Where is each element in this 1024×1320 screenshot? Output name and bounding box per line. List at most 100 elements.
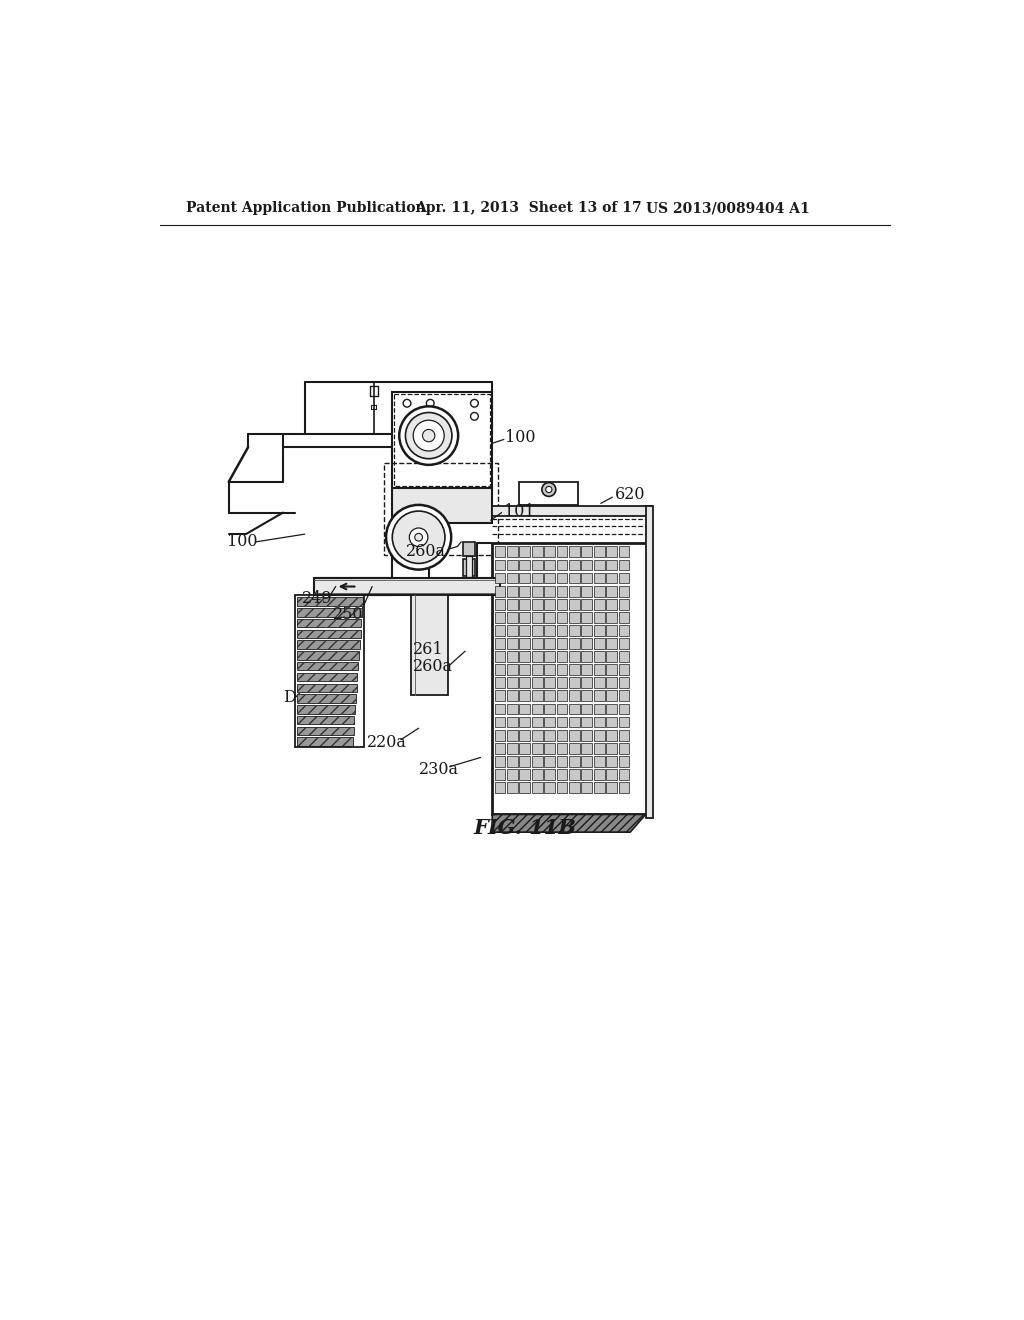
Circle shape bbox=[386, 504, 452, 570]
Bar bbox=[507, 664, 518, 675]
Bar bbox=[569, 626, 580, 636]
Bar bbox=[519, 677, 530, 688]
Bar bbox=[569, 651, 580, 663]
Bar bbox=[531, 599, 543, 610]
Bar bbox=[531, 586, 543, 597]
Bar bbox=[519, 626, 530, 636]
Bar bbox=[544, 781, 555, 793]
Bar bbox=[297, 673, 357, 681]
Text: US 2013/0089404 A1: US 2013/0089404 A1 bbox=[646, 202, 809, 215]
Bar bbox=[582, 704, 592, 714]
Bar bbox=[507, 626, 518, 636]
Bar bbox=[606, 546, 617, 557]
Circle shape bbox=[542, 483, 556, 496]
Bar bbox=[582, 586, 592, 597]
Bar bbox=[544, 690, 555, 701]
Bar bbox=[618, 599, 630, 610]
Bar bbox=[495, 781, 506, 793]
Bar bbox=[582, 756, 592, 767]
Bar bbox=[606, 651, 617, 663]
Bar bbox=[582, 626, 592, 636]
Text: 220a: 220a bbox=[367, 734, 407, 751]
Bar bbox=[507, 573, 518, 583]
Bar bbox=[531, 573, 543, 583]
Bar bbox=[569, 770, 580, 780]
Circle shape bbox=[414, 420, 444, 451]
Bar bbox=[297, 619, 361, 627]
Bar bbox=[297, 694, 356, 702]
Bar bbox=[495, 599, 506, 610]
Bar bbox=[569, 560, 580, 570]
Bar bbox=[544, 743, 555, 754]
Bar bbox=[606, 770, 617, 780]
Bar bbox=[519, 573, 530, 583]
Bar bbox=[297, 597, 362, 606]
Bar bbox=[618, 638, 630, 649]
Bar bbox=[582, 743, 592, 754]
Text: 250: 250 bbox=[334, 606, 364, 623]
Text: FIG. 11B: FIG. 11B bbox=[473, 818, 577, 838]
Text: 620: 620 bbox=[614, 486, 645, 503]
Bar bbox=[557, 612, 567, 623]
Bar bbox=[606, 717, 617, 727]
Bar bbox=[519, 664, 530, 675]
Bar bbox=[594, 560, 604, 570]
Bar bbox=[507, 586, 518, 597]
Bar bbox=[531, 743, 543, 754]
Bar bbox=[544, 756, 555, 767]
Bar bbox=[507, 690, 518, 701]
Text: 230a: 230a bbox=[419, 760, 459, 777]
Bar bbox=[606, 781, 617, 793]
Bar bbox=[606, 756, 617, 767]
Bar bbox=[544, 717, 555, 727]
Bar bbox=[544, 612, 555, 623]
Bar bbox=[569, 546, 580, 557]
Bar bbox=[606, 612, 617, 623]
Bar bbox=[297, 630, 360, 638]
Polygon shape bbox=[401, 520, 435, 554]
Bar bbox=[557, 560, 567, 570]
Bar bbox=[531, 690, 543, 701]
Bar bbox=[544, 560, 555, 570]
Bar bbox=[519, 781, 530, 793]
Bar bbox=[507, 770, 518, 780]
Bar bbox=[519, 638, 530, 649]
Bar bbox=[544, 677, 555, 688]
Text: 100: 100 bbox=[506, 429, 536, 446]
Bar bbox=[531, 704, 543, 714]
Bar bbox=[507, 638, 518, 649]
Bar bbox=[531, 756, 543, 767]
Bar bbox=[495, 560, 506, 570]
Bar bbox=[618, 546, 630, 557]
Bar bbox=[618, 781, 630, 793]
Bar bbox=[582, 781, 592, 793]
Bar bbox=[507, 756, 518, 767]
Bar bbox=[606, 730, 617, 741]
Bar bbox=[557, 573, 567, 583]
Bar bbox=[557, 546, 567, 557]
Bar bbox=[606, 573, 617, 583]
Bar bbox=[519, 599, 530, 610]
Bar bbox=[391, 488, 493, 523]
Bar bbox=[531, 664, 543, 675]
Bar bbox=[582, 770, 592, 780]
Bar bbox=[519, 560, 530, 570]
Bar bbox=[531, 626, 543, 636]
Bar bbox=[495, 756, 506, 767]
Bar bbox=[618, 730, 630, 741]
Bar bbox=[594, 546, 604, 557]
Bar bbox=[507, 743, 518, 754]
Bar bbox=[519, 717, 530, 727]
Bar bbox=[569, 781, 580, 793]
Bar bbox=[507, 717, 518, 727]
Bar bbox=[618, 770, 630, 780]
Bar bbox=[297, 705, 355, 714]
Bar bbox=[495, 626, 506, 636]
Bar bbox=[606, 704, 617, 714]
Bar bbox=[495, 717, 506, 727]
Bar bbox=[594, 704, 604, 714]
Bar bbox=[594, 573, 604, 583]
Bar bbox=[594, 743, 604, 754]
Bar bbox=[493, 507, 651, 516]
Circle shape bbox=[471, 400, 478, 407]
